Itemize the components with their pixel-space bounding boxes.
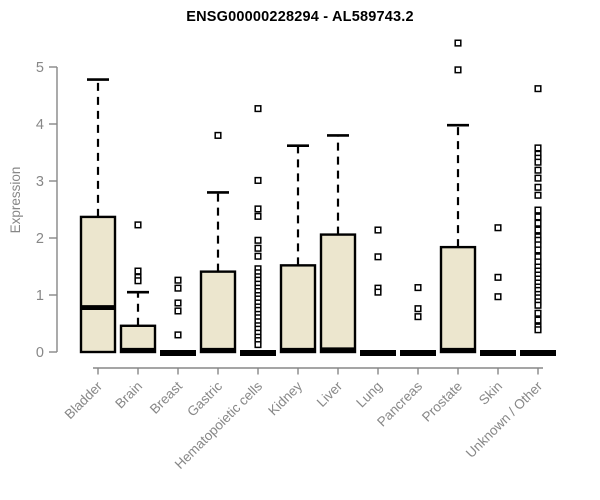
box <box>79 215 117 354</box>
outlier-point <box>494 273 502 281</box>
outlier-point <box>534 246 542 254</box>
outlier-point <box>534 219 542 227</box>
outlier-point <box>414 284 422 292</box>
outlier-point <box>534 309 542 317</box>
y-tick-label: 1 <box>36 288 44 304</box>
x-tick-label: Brain <box>112 379 145 412</box>
outlier-point <box>254 105 262 113</box>
outlier-point <box>254 244 262 252</box>
outlier-point <box>534 183 542 191</box>
outlier-point <box>534 85 542 93</box>
x-tick-label: Prostate <box>419 379 465 425</box>
outlier-point <box>254 341 262 349</box>
outlier-point <box>534 213 542 221</box>
x-tick-label: Breast <box>147 378 185 416</box>
outlier-point <box>374 226 382 234</box>
outlier-point <box>134 277 142 285</box>
outlier-point <box>254 236 262 244</box>
box <box>439 245 477 354</box>
y-tick-label: 2 <box>36 231 44 247</box>
outlier-point <box>414 305 422 313</box>
box <box>199 270 237 354</box>
box <box>319 233 357 354</box>
outlier-point <box>174 307 182 315</box>
x-tick-label: Lung <box>353 379 385 411</box>
x-tick-label: Skin <box>476 379 505 408</box>
outlier-point <box>214 131 222 139</box>
y-tick-label: 0 <box>36 345 44 361</box>
outlier-point <box>134 267 142 275</box>
outlier-point <box>534 316 542 324</box>
outlier-point <box>254 252 262 260</box>
y-tick-label: 4 <box>36 117 44 133</box>
outlier-point <box>534 158 542 166</box>
outlier-point <box>534 326 542 334</box>
outlier-point <box>494 224 502 232</box>
box <box>279 264 317 354</box>
outlier-point <box>174 276 182 284</box>
outlier-point <box>134 221 142 229</box>
outlier-point <box>454 39 462 47</box>
outlier-point <box>534 144 542 152</box>
y-tick-label: 5 <box>36 60 44 76</box>
outlier-point <box>414 313 422 321</box>
y-axis-title: Expression <box>8 167 23 234</box>
x-tick-label: Bladder <box>62 378 106 422</box>
chart-title: ENSG00000228294 - AL589743.2 <box>186 9 414 25</box>
x-tick-label: Kidney <box>265 378 305 418</box>
outlier-point <box>254 176 262 184</box>
outlier-point <box>374 288 382 296</box>
outlier-point <box>374 253 382 261</box>
x-tick-label: Liver <box>314 378 346 410</box>
outlier-point <box>174 331 182 339</box>
outlier-point <box>254 205 262 213</box>
outlier-point <box>454 66 462 74</box>
outlier-point <box>494 293 502 301</box>
x-tick-label: Unknown / Other <box>463 378 546 461</box>
outlier-point <box>534 206 542 214</box>
outlier-point <box>534 191 542 199</box>
outlier-point <box>174 299 182 307</box>
outlier-point <box>534 174 542 182</box>
outlier-point <box>534 301 542 309</box>
outlier-point <box>254 212 262 220</box>
outlier-point <box>534 226 542 234</box>
outlier-point <box>534 166 542 174</box>
y-tick-label: 3 <box>36 174 44 190</box>
outlier-point <box>174 284 182 292</box>
